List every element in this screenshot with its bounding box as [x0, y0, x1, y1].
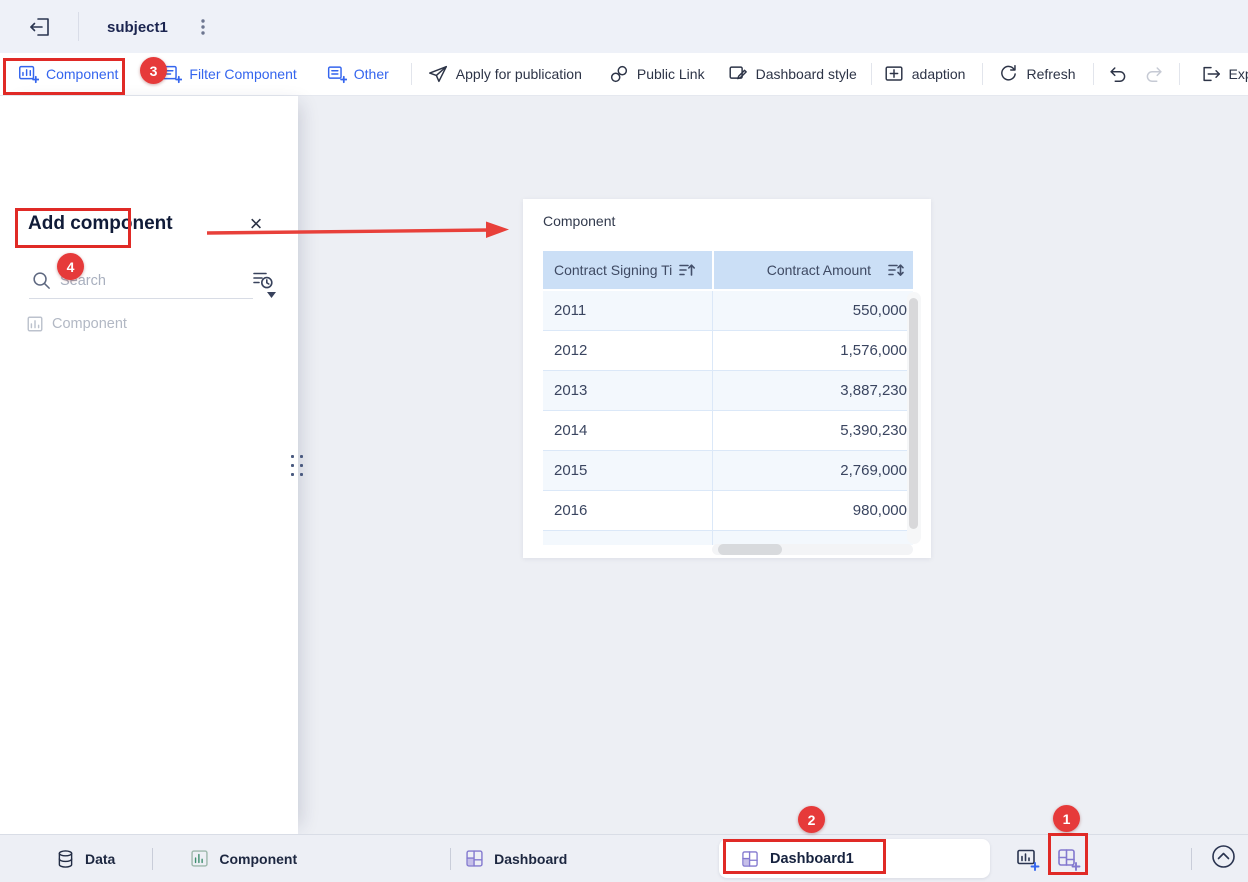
horizontal-scrollbar-track[interactable]	[712, 544, 913, 555]
table-component-card[interactable]: Component Contract Signing Ti Contract A…	[523, 199, 931, 558]
topbar-divider	[78, 12, 79, 41]
adaption-label: adaption	[911, 66, 966, 82]
dashboard-style-label: Dashboard style	[755, 66, 857, 82]
more-menu-icon[interactable]	[194, 17, 212, 37]
toolbar-separator	[982, 63, 984, 85]
add-component-panel: Add component × Component	[0, 96, 298, 834]
search-icon	[31, 270, 52, 291]
refresh-label: Refresh	[1026, 66, 1076, 82]
table-row: 20174,037,000	[543, 531, 913, 545]
top-bar: subject1	[0, 0, 1248, 53]
tab-component-label: Component	[219, 850, 298, 867]
add-filter-component-label: Filter Component	[189, 66, 297, 82]
toolbar-separator	[870, 63, 872, 85]
table-row: 2011 550,000	[543, 291, 913, 331]
search-input[interactable]	[60, 269, 210, 293]
bottombar-divider	[152, 847, 154, 870]
add-filter-component-button[interactable]: Filter Component	[160, 63, 297, 85]
horizontal-scrollbar-thumb[interactable]	[718, 544, 782, 555]
add-dashboard-tab-icon[interactable]	[1055, 846, 1081, 872]
bar-chart-icon	[26, 315, 44, 333]
vertical-scrollbar-thumb[interactable]	[909, 298, 918, 529]
caret-down-icon	[267, 292, 276, 298]
sort-by-time-filter-icon[interactable]	[251, 268, 275, 292]
apply-publication-label: Apply for publication	[455, 66, 582, 82]
toolbar-separator	[1178, 63, 1180, 85]
tab-component[interactable]: Component	[189, 848, 297, 869]
component-card-title: Component	[543, 213, 616, 229]
search-underline	[29, 298, 253, 299]
add-other-label: Other	[353, 66, 389, 82]
table-row: 2014 5,390,230	[543, 411, 913, 451]
table-row: 2012 1,576,000	[543, 331, 913, 371]
component-item-label: Component	[52, 316, 127, 332]
public-link-button[interactable]: Public Link	[608, 63, 705, 85]
tab-data[interactable]: Data	[55, 848, 115, 870]
close-icon[interactable]: ×	[249, 211, 263, 236]
refresh-button[interactable]: Refresh	[997, 63, 1076, 85]
tab-dashboard-label: Dashboard	[494, 850, 568, 867]
collapse-chevron-up-icon[interactable]	[1210, 843, 1237, 870]
export-label: Export	[1228, 66, 1248, 82]
sort-both-icon[interactable]	[887, 262, 905, 278]
toolbar-separator	[410, 63, 412, 85]
bottombar-divider	[450, 847, 452, 870]
adaption-button[interactable]: adaption	[883, 63, 966, 85]
undo-button[interactable]	[1107, 63, 1129, 85]
toolbar-separator	[1092, 63, 1094, 85]
panel-title: Add component	[28, 213, 173, 234]
table-body[interactable]: 2011 550,000 2012 1,576,000 2013 3,887,230 …	[543, 291, 913, 545]
add-component-tab-icon[interactable]	[1014, 846, 1040, 872]
add-other-button[interactable]: Other	[325, 63, 389, 85]
export-button[interactable]: Export	[1200, 63, 1248, 85]
tab-data-label: Data	[85, 850, 116, 867]
dashboard-style-button[interactable]: Dashboard style	[727, 63, 857, 85]
table-row: 2013 3,887,230	[543, 371, 913, 411]
add-component-button[interactable]: Component	[17, 63, 118, 85]
column-header-contract-amount[interactable]: Contract Amount	[714, 251, 913, 289]
apply-publication-button[interactable]: Apply for publication	[427, 63, 582, 85]
dashboard-toolbar: Component Filter Component Other Apply f…	[0, 53, 1248, 96]
exit-edit-icon[interactable]	[28, 15, 52, 39]
bottom-bar: Data Component Dashboard Dashboard1	[0, 834, 1248, 882]
panel-resize-handle[interactable]	[288, 452, 306, 480]
tab-dashboard1[interactable]: Dashboard1	[719, 839, 990, 878]
column-header-contract-signing-time[interactable]: Contract Signing Ti	[543, 251, 712, 289]
sort-ascending-icon[interactable]	[678, 262, 696, 278]
redo-button[interactable]	[1143, 63, 1165, 85]
subject-title: subject1	[107, 19, 168, 36]
table-header-row: Contract Signing Ti Contract Amount	[543, 251, 913, 289]
table-row: 2016 980,000	[543, 491, 913, 531]
add-component-label: Component	[46, 66, 119, 82]
data-table: Contract Signing Ti Contract Amount 2011…	[543, 251, 913, 545]
bottombar-divider	[1191, 848, 1192, 870]
tab-dashboard1-label: Dashboard1	[770, 850, 854, 867]
tab-dashboard[interactable]: Dashboard	[464, 848, 567, 869]
table-row: 2015 2,769,000	[543, 451, 913, 491]
component-library-item[interactable]: Component	[15, 304, 131, 344]
public-link-label: Public Link	[636, 66, 705, 82]
